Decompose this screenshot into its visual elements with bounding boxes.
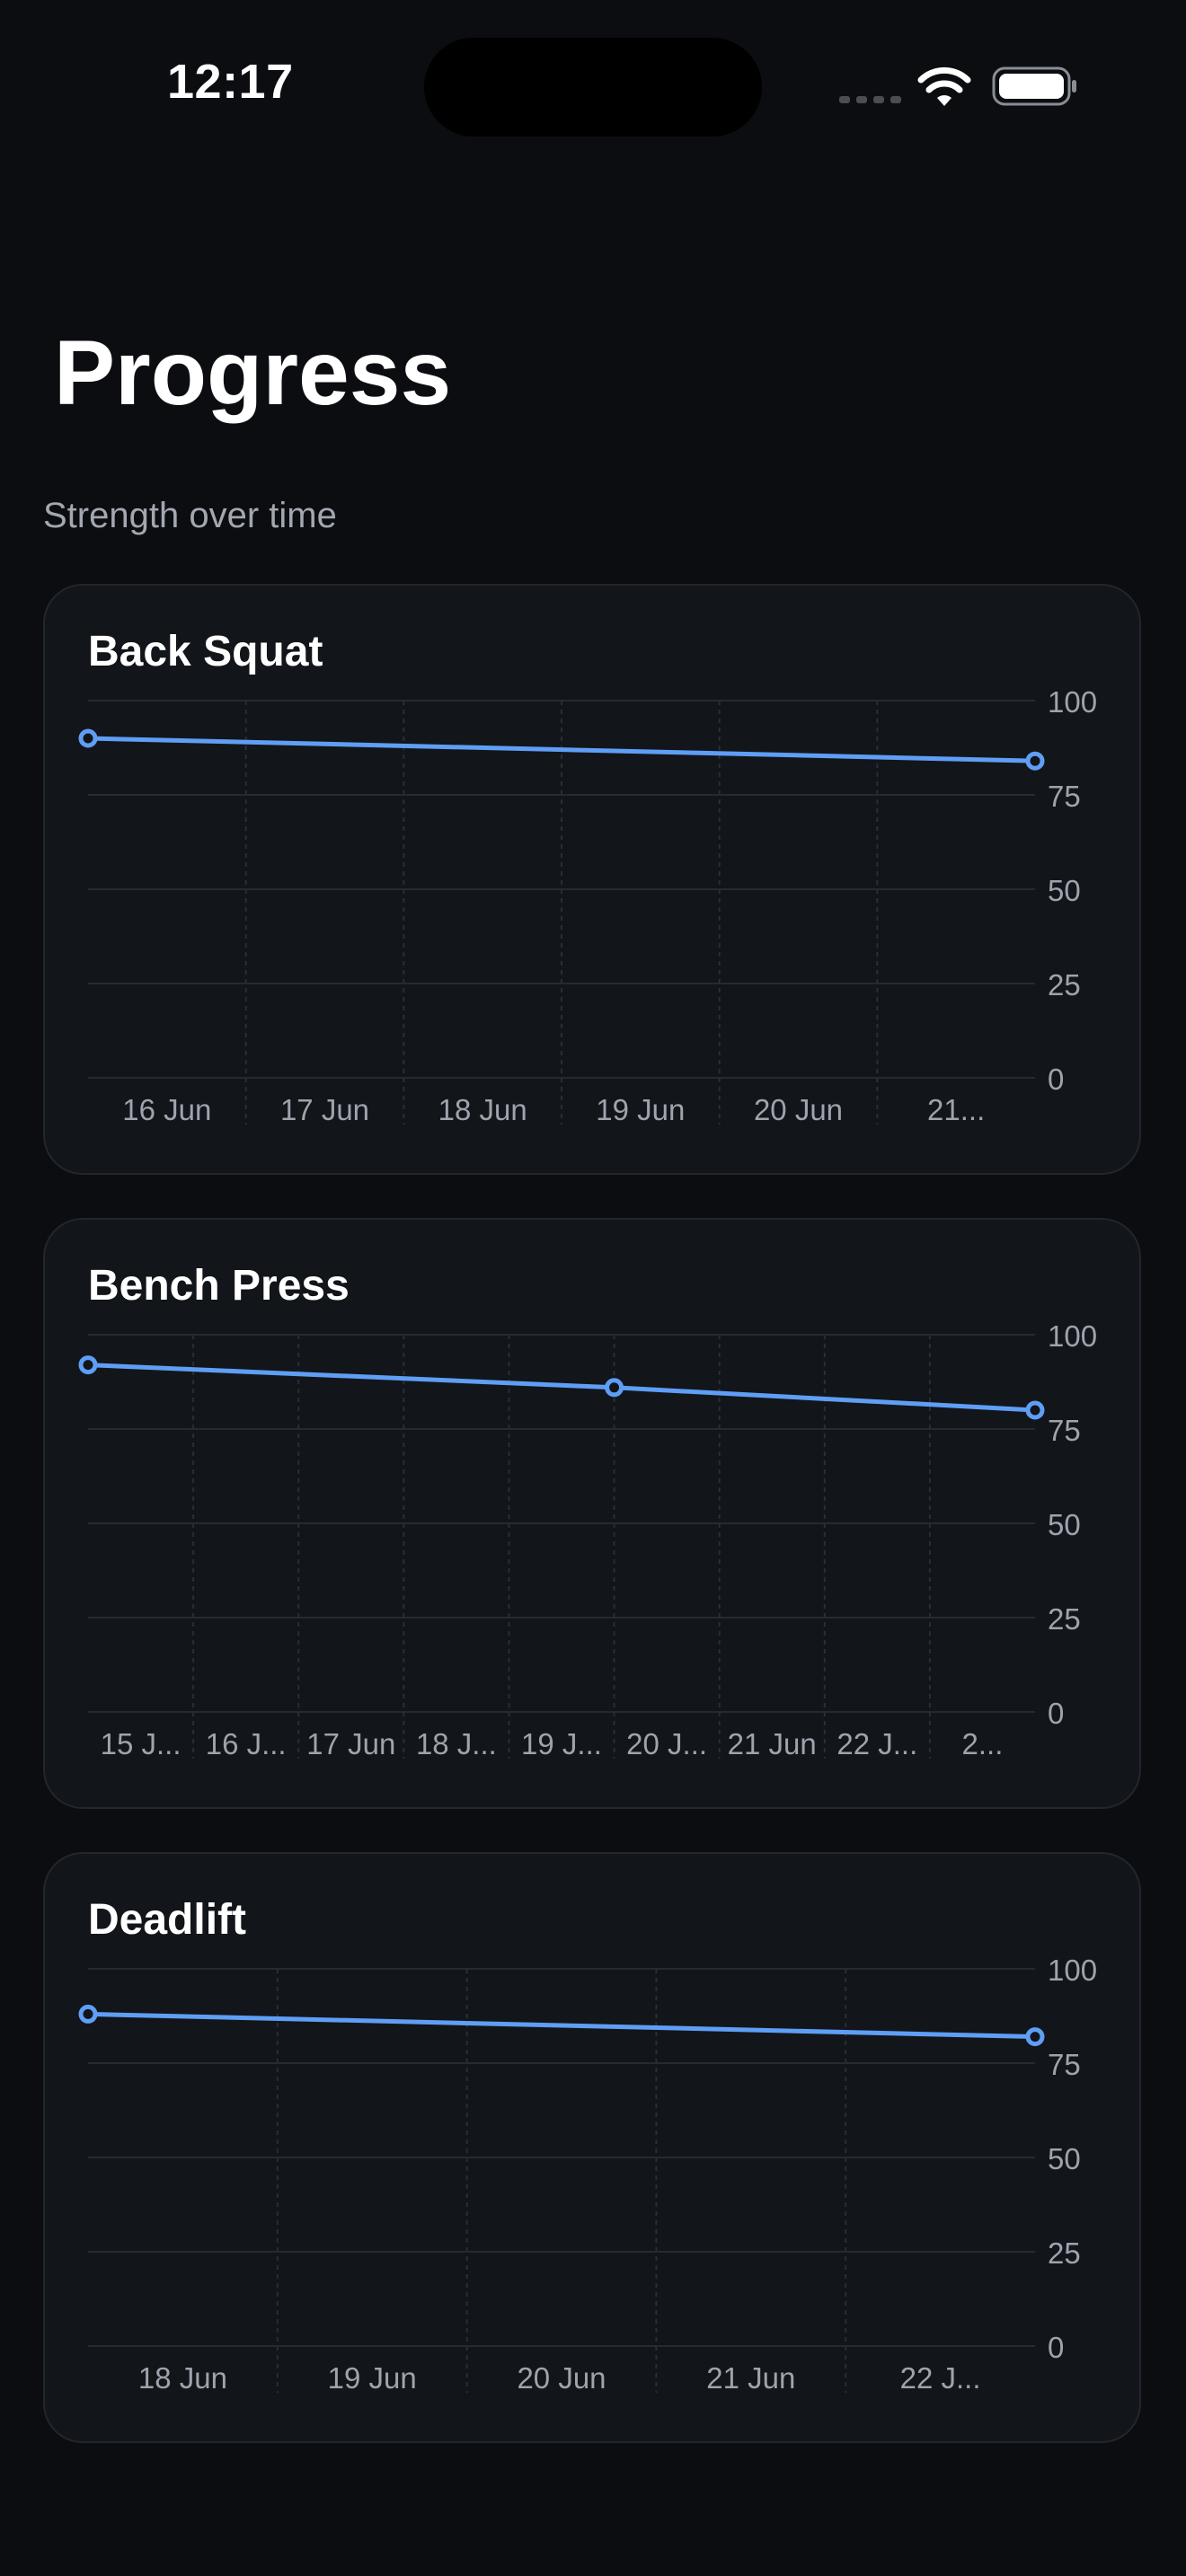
- data-point: [1025, 1400, 1045, 1420]
- chart-title: Bench Press: [88, 1262, 350, 1310]
- y-tick-label: 75: [1048, 2048, 1081, 2081]
- status-bar: 12:17: [0, 0, 1186, 180]
- exercise-card-bench-press[interactable]: Bench Press 100 75 50 25 0 15 J... 16 J... 17 J…: [43, 1218, 1141, 1809]
- dynamic-island: [424, 38, 762, 137]
- battery-icon: [992, 66, 1076, 106]
- cellular-signal-icon: [839, 96, 901, 103]
- x-tick-label: 18 Jun: [438, 1093, 527, 1126]
- x-tick-label: 21 Jun: [706, 2361, 795, 2395]
- data-point: [605, 1378, 624, 1398]
- page-title: Progress: [54, 322, 452, 424]
- x-tick-label: 17 Jun: [280, 1093, 369, 1126]
- y-tick-label: 100: [1048, 1319, 1097, 1353]
- data-point: [78, 2004, 98, 2024]
- bench-press-chart: 100 75 50 25 0 15 J... 16 J... 17 Jun 18 J... 19 …: [78, 1319, 1097, 1760]
- back-squat-chart: 100 75 50 25 0 16 Jun 17 Jun 18 Jun 19 Jun 20 Jun…: [78, 685, 1097, 1126]
- x-tick-label: 22 J...: [836, 1727, 917, 1760]
- x-tick-label: 21...: [927, 1093, 985, 1126]
- y-tick-label: 25: [1048, 1602, 1081, 1636]
- y-tick-label: 0: [1048, 2331, 1064, 2364]
- x-tick-label: 19 Jun: [596, 1093, 685, 1126]
- chart-title: Deadlift: [88, 1896, 247, 1944]
- data-point: [1025, 751, 1045, 771]
- page-subtitle: Strength over time: [43, 496, 337, 535]
- x-tick-label: 22 J...: [900, 2361, 981, 2395]
- series-line: [85, 736, 1038, 763]
- data-point: [78, 728, 98, 748]
- series-line: [85, 1363, 1038, 1413]
- deadlift-chart: 100 75 50 25 0 18 Jun 19 Jun 20 Jun 21 Jun 22 J..…: [78, 1954, 1097, 2395]
- y-tick-label: 50: [1048, 2142, 1081, 2175]
- wifi-icon: [917, 66, 971, 106]
- exercise-card-back-squat[interactable]: Back Squat 100 75 50 25 0 16 Jun 17 Jun 18 Jun 1…: [43, 584, 1141, 1175]
- x-tick-label: 21 Jun: [728, 1727, 817, 1760]
- x-tick-label: 15 J...: [101, 1727, 181, 1760]
- data-point: [78, 1355, 98, 1375]
- x-tick-label: 20 J...: [626, 1727, 707, 1760]
- y-tick-label: 75: [1048, 780, 1081, 813]
- x-tick-label: 17 Jun: [306, 1727, 395, 1760]
- y-tick-label: 100: [1048, 1954, 1097, 1987]
- x-tick-label: 16 Jun: [122, 1093, 211, 1126]
- x-tick-label: 18 Jun: [138, 2361, 227, 2395]
- x-tick-label: 19 Jun: [328, 2361, 417, 2395]
- data-point: [1025, 2027, 1045, 2047]
- x-tick-label: 18 J...: [416, 1727, 497, 1760]
- y-tick-label: 0: [1048, 1063, 1064, 1096]
- y-tick-label: 50: [1048, 874, 1081, 907]
- exercise-card-deadlift[interactable]: Deadlift 100 75 50 25 0 18 Jun 19 Jun 20 Jun 21 …: [43, 1852, 1141, 2443]
- y-tick-label: 75: [1048, 1414, 1081, 1447]
- chart-title: Back Squat: [88, 628, 323, 675]
- x-tick-label: 2...: [962, 1727, 1004, 1760]
- y-tick-label: 25: [1048, 968, 1081, 1001]
- y-tick-label: 100: [1048, 685, 1097, 719]
- status-time: 12:17: [167, 55, 294, 109]
- x-tick-label: 20 Jun: [517, 2361, 606, 2395]
- y-tick-label: 25: [1048, 2236, 1081, 2270]
- series-line: [85, 2011, 1038, 2040]
- x-tick-label: 16 J...: [206, 1727, 287, 1760]
- x-tick-label: 19 J...: [521, 1727, 602, 1760]
- y-tick-label: 50: [1048, 1508, 1081, 1541]
- x-tick-label: 20 Jun: [754, 1093, 843, 1126]
- y-tick-label: 0: [1048, 1697, 1064, 1730]
